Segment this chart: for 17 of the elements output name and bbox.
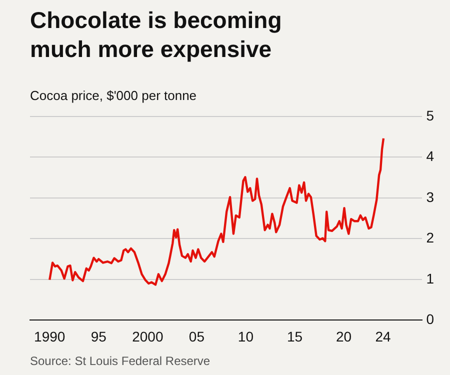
- chart-title: Chocolate is becoming much more expensive: [30, 6, 283, 64]
- y-tick-label: 5: [426, 107, 434, 124]
- x-tick-label: 20: [336, 328, 352, 344]
- x-tick-label: 95: [90, 328, 107, 344]
- x-tick-label: 2000: [132, 328, 164, 344]
- y-tick-label: 3: [426, 188, 434, 205]
- source-note: Source: St Louis Federal Reserve: [30, 354, 210, 368]
- chart-subtitle: Cocoa price, $'000 per tonne: [30, 88, 197, 103]
- y-tick-label: 1: [426, 270, 434, 286]
- x-tick-label: 1990: [34, 328, 66, 344]
- y-tick-label: 0: [426, 311, 434, 328]
- x-tick-label: 24: [375, 328, 391, 344]
- x-tick-label: 05: [188, 328, 205, 344]
- y-tick-label: 2: [426, 230, 434, 246]
- y-tick-label: 4: [426, 148, 434, 164]
- x-tick-label: 15: [286, 328, 303, 344]
- x-tick-label: 10: [238, 328, 254, 344]
